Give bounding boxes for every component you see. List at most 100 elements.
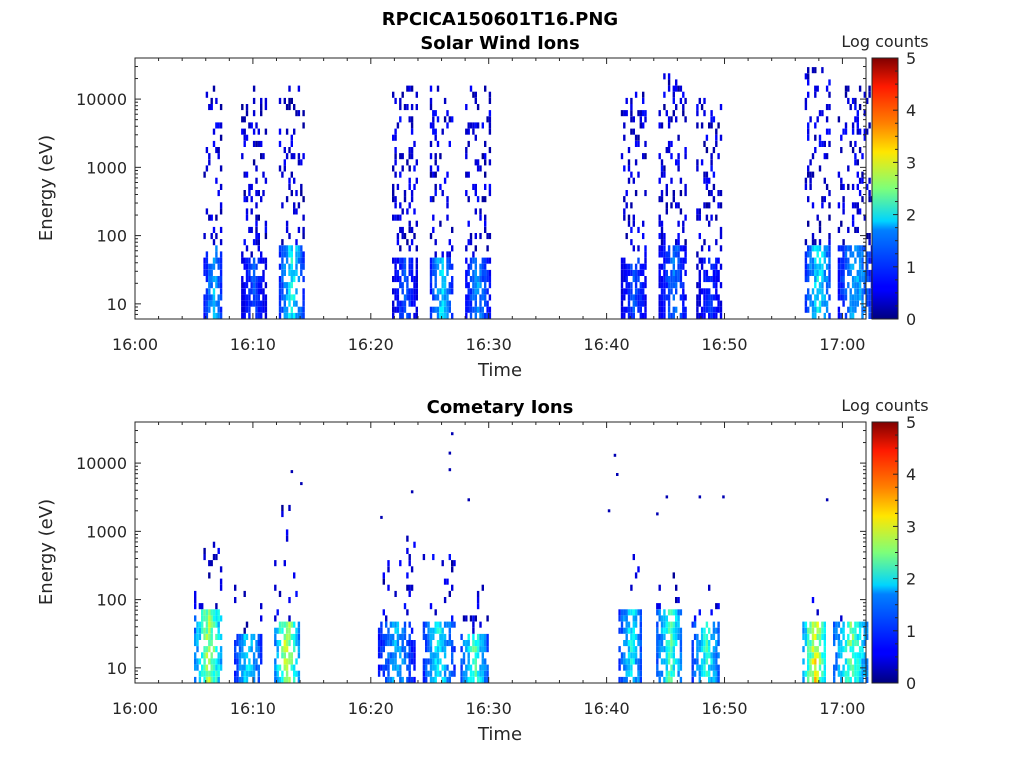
heatmap-cell bbox=[203, 627, 206, 634]
heatmap-cell bbox=[861, 171, 864, 178]
heatmap-cell bbox=[410, 276, 414, 283]
heatmap-cell bbox=[479, 664, 482, 671]
heatmap-cell bbox=[441, 288, 444, 295]
heatmap-cell bbox=[264, 226, 268, 233]
heatmap-cell bbox=[443, 300, 447, 307]
heatmap-cell bbox=[389, 633, 393, 640]
heatmap-cell bbox=[717, 621, 720, 628]
heatmap-cell bbox=[255, 239, 258, 246]
heatmap-cell bbox=[868, 190, 871, 197]
heatmap-cell bbox=[620, 676, 624, 683]
heatmap-cell bbox=[866, 128, 869, 135]
heatmap-cell bbox=[212, 312, 216, 319]
heatmap-cell bbox=[825, 276, 829, 283]
heatmap-cell bbox=[679, 282, 683, 289]
heatmap-cell bbox=[377, 664, 381, 671]
heatmap-cell bbox=[809, 640, 812, 647]
heatmap-cell bbox=[719, 263, 723, 270]
heatmap-cell bbox=[632, 245, 635, 252]
heatmap-cell bbox=[823, 652, 826, 659]
heatmap-cell bbox=[868, 257, 871, 264]
heatmap-cell bbox=[262, 300, 265, 307]
heatmap-cell bbox=[712, 312, 716, 319]
heatmap-cell bbox=[818, 633, 822, 640]
heatmap-cell bbox=[663, 104, 666, 111]
heatmap-cell bbox=[429, 627, 433, 634]
heatmap-cell bbox=[623, 652, 626, 659]
heatmap-cell bbox=[630, 312, 633, 319]
heatmap-cell bbox=[700, 159, 704, 166]
heatmap-cell bbox=[484, 658, 487, 665]
heatmap-cell bbox=[842, 276, 845, 283]
heatmap-cell bbox=[634, 300, 638, 307]
heatmap-cell bbox=[856, 652, 859, 659]
heatmap-cell bbox=[807, 306, 810, 313]
heatmap-cell bbox=[630, 294, 633, 301]
heatmap-cell bbox=[422, 676, 426, 683]
heatmap-cell bbox=[663, 676, 666, 683]
heatmap-cell bbox=[203, 312, 206, 319]
heatmap-cell bbox=[238, 664, 242, 671]
heatmap-cell bbox=[219, 294, 223, 301]
heatmap-cell bbox=[620, 615, 624, 622]
heatmap-cell bbox=[281, 652, 284, 659]
heatmap-cell bbox=[406, 276, 409, 283]
heatmap-cell bbox=[708, 312, 711, 319]
heatmap-cell bbox=[814, 257, 817, 264]
heatmap-cell bbox=[446, 288, 449, 295]
heatmap-cell bbox=[696, 282, 699, 289]
heatmap-cell bbox=[243, 640, 246, 647]
heatmap-cell bbox=[861, 621, 864, 628]
heatmap-cell bbox=[399, 153, 402, 160]
heatmap-cell bbox=[804, 627, 808, 634]
heatmap-cell bbox=[856, 288, 859, 295]
heatmap-cell bbox=[833, 676, 836, 683]
heatmap-cell bbox=[847, 226, 850, 233]
heatmap-cell bbox=[842, 263, 845, 270]
heatmap-cell bbox=[399, 282, 402, 289]
x-axis-label: Time bbox=[477, 724, 522, 745]
heatmap-cell bbox=[851, 147, 855, 154]
heatmap-cell bbox=[849, 300, 852, 307]
heatmap-cell bbox=[205, 676, 209, 683]
heatmap-cell bbox=[385, 633, 388, 640]
heatmap-cell bbox=[821, 276, 824, 283]
heatmap-cell bbox=[217, 294, 220, 301]
heatmap-cell bbox=[634, 652, 638, 659]
heatmap-cell bbox=[637, 257, 640, 264]
heatmap-cell bbox=[842, 633, 845, 640]
heatmap-cell bbox=[465, 245, 468, 252]
heatmap-cell bbox=[217, 153, 220, 160]
heatmap-cell bbox=[290, 153, 293, 160]
heatmap-cell bbox=[439, 658, 442, 665]
heatmap-cell bbox=[623, 312, 626, 319]
heatmap-cell bbox=[401, 233, 404, 240]
heatmap-cell bbox=[679, 276, 683, 283]
heatmap-cell bbox=[639, 300, 642, 307]
heatmap-cell bbox=[217, 676, 220, 683]
heatmap-cell bbox=[804, 269, 808, 276]
heatmap-cell bbox=[257, 128, 260, 135]
heatmap-cell bbox=[283, 306, 286, 313]
heatmap-cell bbox=[705, 294, 709, 301]
heatmap-cell bbox=[408, 652, 411, 659]
heatmap-cell bbox=[413, 541, 416, 548]
heatmap-cell bbox=[667, 147, 671, 154]
heatmap-cell bbox=[823, 627, 826, 634]
heatmap-cell bbox=[236, 658, 239, 665]
heatmap-cell bbox=[283, 676, 286, 683]
heatmap-cell bbox=[205, 300, 209, 307]
heatmap-cell bbox=[807, 91, 810, 98]
heatmap-cell bbox=[380, 640, 383, 647]
heatmap-cell bbox=[203, 554, 206, 561]
heatmap-cell bbox=[252, 110, 256, 117]
heatmap-cell bbox=[472, 183, 475, 190]
heatmap-cell bbox=[285, 529, 289, 536]
heatmap-cell bbox=[837, 646, 841, 653]
heatmap-cell bbox=[708, 177, 711, 184]
heatmap-cell bbox=[302, 196, 305, 203]
heatmap-cell bbox=[804, 251, 808, 258]
heatmap-cell bbox=[814, 269, 817, 276]
heatmap-cell bbox=[399, 257, 402, 264]
heatmap-cell bbox=[243, 116, 246, 123]
